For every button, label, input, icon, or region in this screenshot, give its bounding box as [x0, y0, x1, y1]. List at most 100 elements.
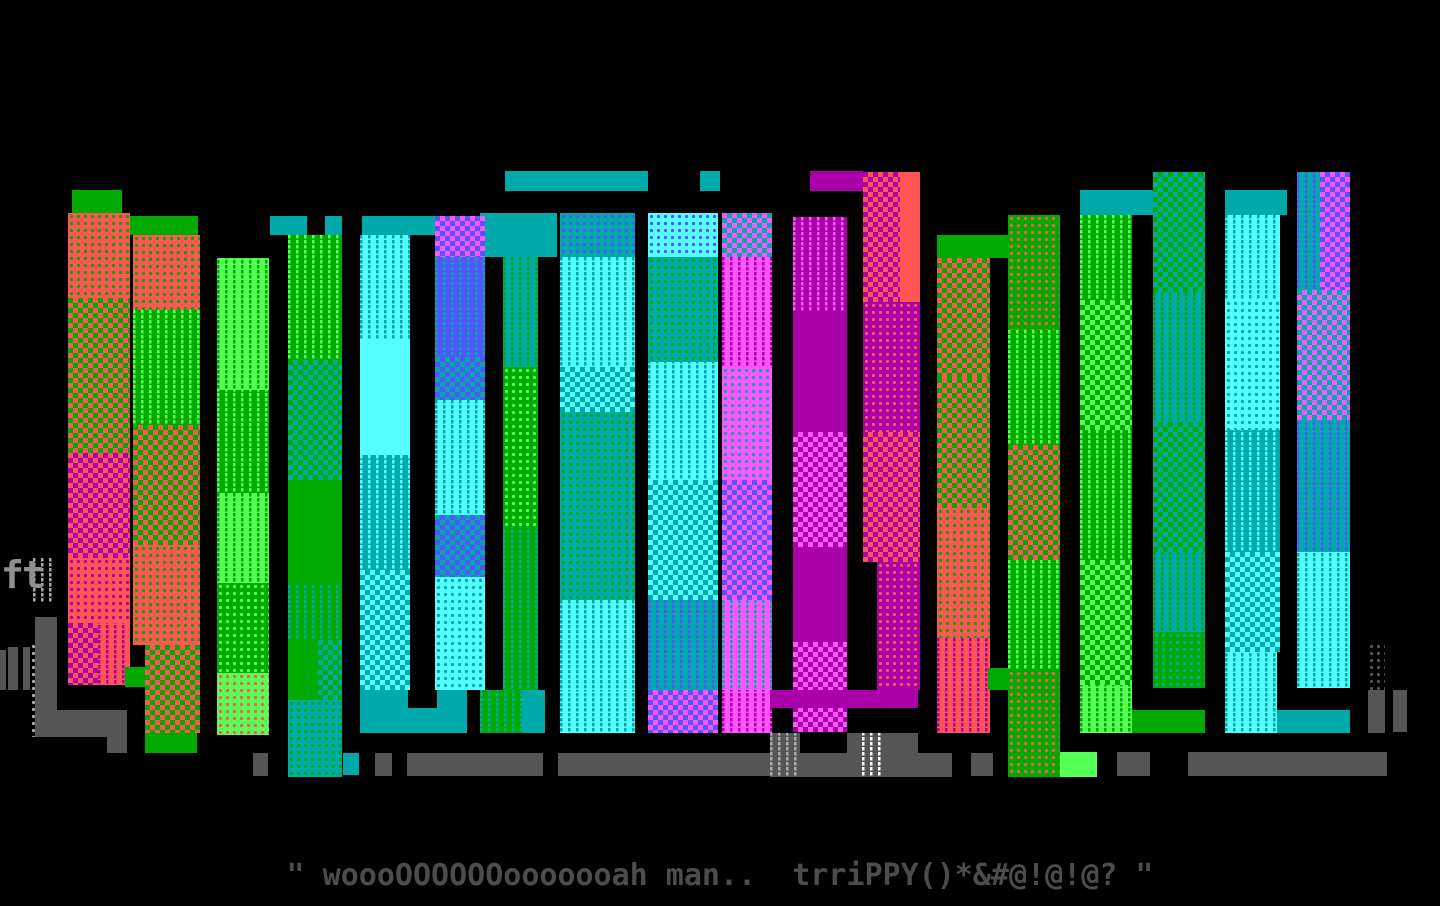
art-rect — [937, 508, 990, 638]
art-rect — [133, 425, 200, 545]
art-rect — [722, 213, 772, 257]
art-rect — [648, 362, 718, 480]
art-rect — [288, 480, 342, 585]
art-rect — [1225, 430, 1280, 552]
caption-text: " woooOOOOOOooooooah man.. trriPPY()*&#@… — [286, 858, 1154, 893]
art-rect — [1008, 670, 1060, 777]
art-rect — [1080, 300, 1132, 430]
art-rect — [68, 213, 130, 298]
art-rect — [375, 753, 392, 776]
art-rect — [343, 753, 359, 775]
art-rect — [1008, 330, 1060, 445]
art-rect — [435, 357, 485, 400]
art-rect — [770, 690, 918, 708]
art-rect — [862, 733, 883, 777]
art-rect — [971, 753, 993, 776]
artist-signature: ft — [1, 553, 45, 597]
art-rect — [1008, 560, 1060, 670]
art-rect — [360, 235, 410, 340]
art-rect — [107, 737, 127, 753]
art-rect — [648, 600, 718, 690]
art-rect — [68, 558, 130, 623]
art-rect — [288, 700, 342, 777]
art-rect — [1080, 430, 1132, 560]
art-rect — [217, 390, 269, 493]
art-rect — [435, 577, 485, 690]
art-rect — [1080, 190, 1153, 215]
art-rect — [1320, 172, 1350, 290]
art-rect — [1297, 552, 1350, 688]
art-rect — [145, 733, 197, 753]
art-rect — [503, 367, 538, 527]
art-rect — [270, 216, 307, 235]
art-rect — [435, 216, 485, 257]
art-rect — [1153, 552, 1205, 632]
art-rect — [722, 690, 772, 733]
art-rect — [1188, 752, 1387, 776]
art-rect — [125, 667, 145, 687]
art-rect — [133, 310, 200, 425]
art-rect — [700, 171, 720, 191]
art-rect — [288, 235, 342, 360]
art-rect — [877, 562, 920, 690]
art-rect — [793, 432, 847, 547]
art-rect — [217, 258, 269, 390]
art-rect — [288, 360, 342, 480]
art-rect — [558, 753, 770, 776]
art-rect — [648, 213, 718, 257]
art-rect — [1153, 172, 1205, 292]
art-rect — [1225, 300, 1280, 430]
art-rect — [1225, 652, 1277, 733]
art-rect — [360, 455, 410, 570]
art-rect — [1080, 685, 1132, 733]
art-rect — [1225, 190, 1287, 215]
art-rect — [33, 557, 53, 603]
art-rect — [217, 673, 269, 735]
art-rect — [318, 640, 342, 700]
art-rect — [1080, 215, 1132, 300]
art-rect — [503, 257, 538, 367]
art-rect — [560, 690, 635, 733]
art-rect — [145, 645, 200, 733]
art-rect — [407, 753, 543, 776]
art-rect — [362, 216, 435, 235]
art-rect — [722, 480, 772, 600]
art-rect — [325, 216, 342, 235]
art-rect — [722, 367, 772, 480]
art-rect — [68, 298, 130, 453]
art-rect — [1297, 290, 1350, 420]
art-rect — [988, 668, 1008, 690]
art-rect — [133, 235, 200, 310]
art-rect — [648, 690, 718, 733]
art-rect — [503, 527, 538, 690]
art-rect — [722, 600, 772, 690]
art-rect — [1008, 445, 1060, 560]
art-rect — [937, 258, 990, 378]
art-rect — [810, 171, 863, 191]
art-rect — [1368, 690, 1385, 733]
art-rect — [1368, 643, 1385, 690]
art-rect — [1132, 710, 1205, 733]
art-rect — [217, 583, 269, 673]
art-rect — [1153, 632, 1205, 688]
art-rect — [1225, 215, 1280, 300]
art-rect — [560, 412, 635, 600]
art-rect — [937, 378, 990, 508]
art-rect — [288, 640, 318, 700]
art-rect — [437, 690, 467, 708]
art-rect — [435, 400, 485, 515]
art-rect — [863, 432, 920, 562]
art-rect — [133, 545, 200, 645]
art-rect — [480, 690, 522, 733]
art-rect — [505, 171, 648, 191]
art-rect — [648, 480, 718, 600]
art-rect — [480, 213, 557, 257]
art-rect — [435, 515, 485, 577]
art-rect — [522, 690, 545, 733]
art-rect — [1153, 292, 1205, 422]
art-rect — [1080, 560, 1132, 685]
art-rect — [360, 340, 410, 455]
art-rect — [560, 257, 635, 367]
art-rect — [1277, 710, 1350, 733]
art-rect — [0, 650, 6, 690]
